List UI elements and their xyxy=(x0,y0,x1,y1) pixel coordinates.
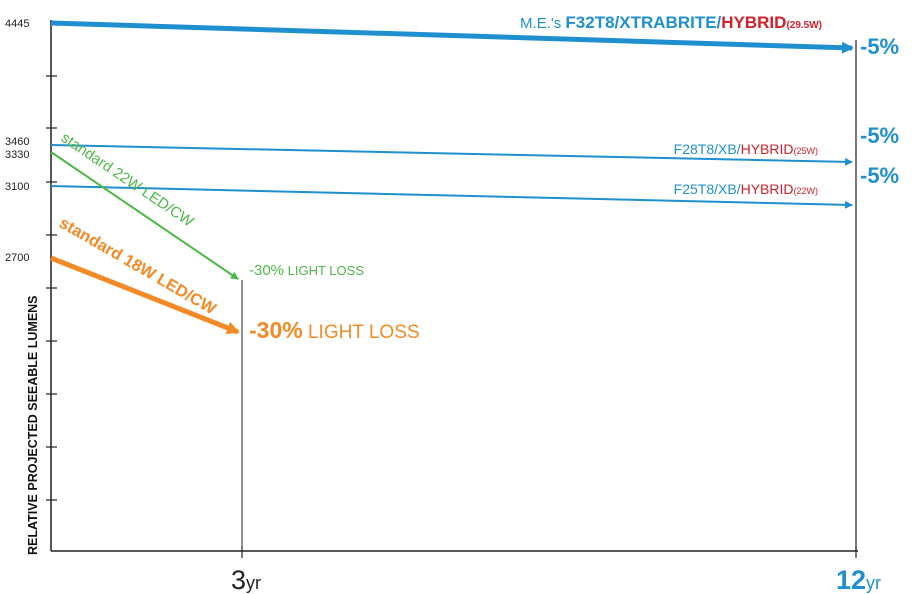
f25-watt: (22W) xyxy=(794,186,819,196)
f28-hybrid: HYBRID xyxy=(741,141,794,157)
f32-prefix: M.E.'s xyxy=(520,15,565,32)
led18-pct: -30% xyxy=(249,317,303,343)
f25-hybrid: HYBRID xyxy=(741,181,794,197)
series-label-18w-led: standard 18W LED/CW xyxy=(56,214,219,319)
y-tick-3460: 3460 xyxy=(5,136,29,148)
f28-watt: (25W) xyxy=(794,146,819,156)
x-tick-label-3yr: 3yr xyxy=(231,565,261,594)
end-label-18w-led: -30% LIGHT LOSS xyxy=(249,317,420,343)
y-tick-3330: 3330 xyxy=(5,149,29,161)
x-tick-label-12yr: 12yr xyxy=(836,565,881,594)
led22-pct: -30% xyxy=(249,262,284,279)
f32-hybrid: HYBRID xyxy=(721,13,786,32)
series-line-22w-led xyxy=(50,151,239,280)
y-tick-3100: 3100 xyxy=(5,181,29,193)
end-label-f32: -5% xyxy=(860,34,899,59)
series-label-f28t8: F28T8/XB/HYBRID(25W) xyxy=(674,141,818,157)
led22-text: LIGHT LOSS xyxy=(284,263,364,278)
x-tick-12-num: 12 xyxy=(836,565,866,594)
f32-watt: (29.5W) xyxy=(786,20,822,31)
series-label-f32t8: M.E.'s F32T8/XTRABRITE/HYBRID(29.5W) xyxy=(520,13,822,32)
end-label-22w-led: -30% LIGHT LOSS xyxy=(249,262,364,279)
y-tick-4445: 4445 xyxy=(5,18,29,30)
y-axis-label: RELATIVE PROJECTED SEEABLE LUMENS xyxy=(26,295,40,555)
x-tick-3-unit: yr xyxy=(246,573,261,593)
series-line-f32t8-xtrabrite-hybrid xyxy=(50,20,854,54)
end-label-f25: -5% xyxy=(860,163,899,188)
f28-lamp: F28T8/XB/ xyxy=(674,141,741,157)
series-line-18w-led xyxy=(50,255,240,335)
x-tick-3-num: 3 xyxy=(231,565,246,594)
x-tick-12-unit: yr xyxy=(866,573,881,593)
series-label-22w-led: standard 22W LED/CW xyxy=(58,129,197,231)
end-label-f28: -5% xyxy=(860,123,899,148)
series-line-f25t8-xb-hybrid xyxy=(50,185,853,209)
y-tick-2700: 2700 xyxy=(5,252,29,264)
f32-lamp: F32T8/XTRABRITE/ xyxy=(565,13,721,32)
y-axis-minor-ticks xyxy=(46,75,57,501)
f25-lamp: F25T8/XB/ xyxy=(674,181,741,197)
series-line-f28t8-xb-hybrid xyxy=(50,144,853,166)
led18-text: LIGHT LOSS xyxy=(303,322,420,343)
series-label-f25t8: F25T8/XB/HYBRID(22W) xyxy=(674,181,818,197)
